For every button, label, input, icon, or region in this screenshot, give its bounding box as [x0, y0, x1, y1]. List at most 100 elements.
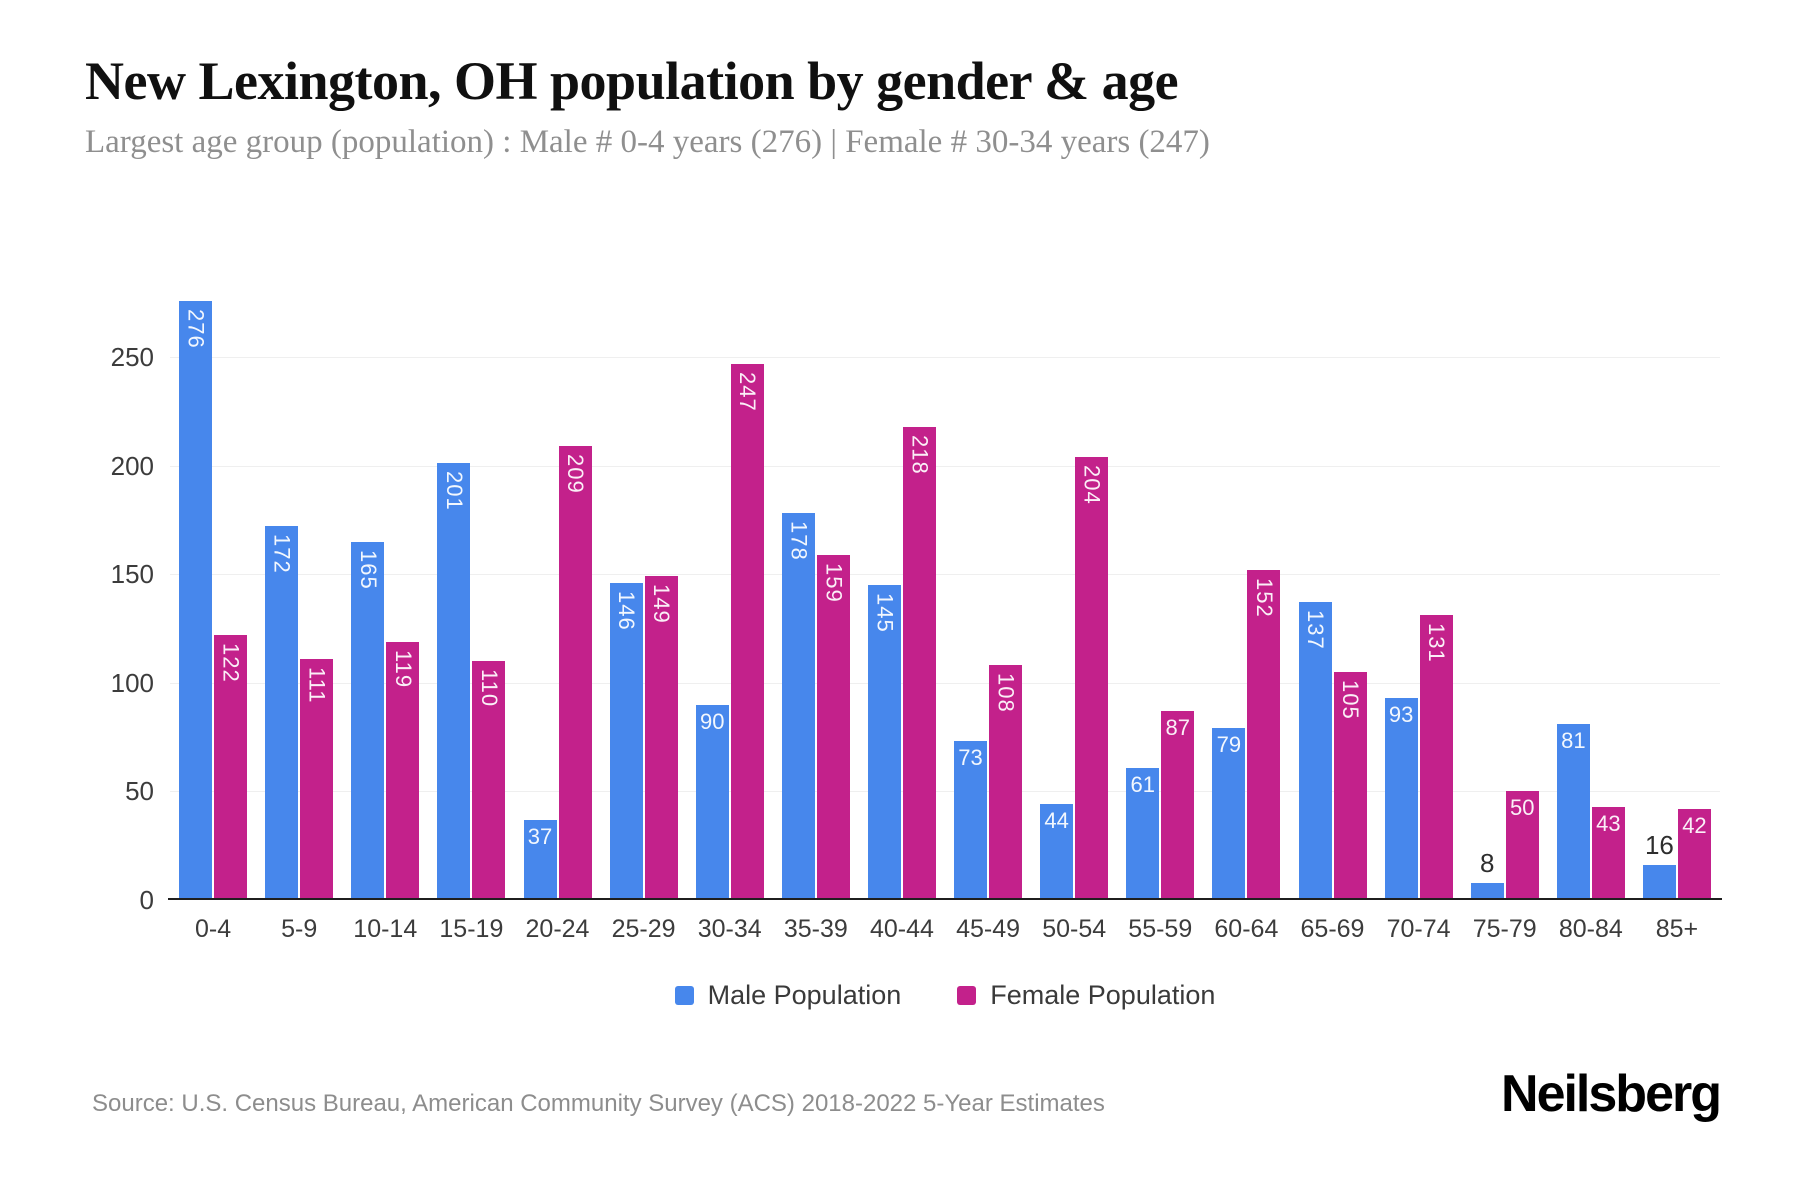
bar-male-85[interactable] — [1642, 865, 1676, 900]
bar-value-label: 146 — [610, 591, 643, 631]
bar-value-text: 159 — [821, 562, 847, 603]
bar-male-0-4[interactable]: 276 — [179, 300, 213, 900]
bar-value-label: 145 — [868, 593, 901, 633]
x-axis-tick-label: 35-39 — [783, 915, 848, 943]
bar-value-text: 137 — [1303, 610, 1328, 651]
y-axis-tick-label: 150 — [110, 559, 154, 590]
legend-item-female-population[interactable]: Female Population — [957, 980, 1215, 1011]
bar-value-label: 218 — [903, 435, 936, 475]
x-axis-tick-label: 25-29 — [611, 915, 676, 943]
bar-value-label: 276 — [179, 309, 212, 349]
bar-value-label: 111 — [300, 667, 333, 703]
bar-female-70-74[interactable]: 131 — [1419, 615, 1453, 900]
bar-male-80-84[interactable]: 81 — [1556, 724, 1590, 900]
bar-value-label: 204 — [1075, 465, 1108, 505]
x-axis-tick-label: 10-14 — [353, 915, 418, 943]
bar-value-label: 165 — [351, 550, 384, 590]
bar-female-20-24[interactable]: 209 — [558, 446, 592, 900]
chart-subtitle: Largest age group (population) : Male # … — [85, 124, 1210, 160]
bar-female-45-49[interactable]: 108 — [989, 665, 1023, 900]
bar-value-text: 122 — [218, 643, 244, 683]
x-axis-tick-label: 75-79 — [1472, 915, 1537, 943]
x-axis-tick-label: 55-59 — [1128, 915, 1193, 943]
bar-female-60-64[interactable]: 152 — [1247, 569, 1281, 900]
bar-male-40-44[interactable]: 145 — [867, 585, 901, 900]
bar-male-20-24[interactable]: 37 — [523, 819, 557, 900]
bar-value-label: 43 — [1596, 810, 1621, 836]
gridline — [170, 682, 1720, 684]
bar-value-label: 137 — [1299, 610, 1332, 650]
bar-value-label: 108 — [989, 673, 1022, 713]
x-axis-tick-label: 80-84 — [1558, 915, 1623, 943]
bar-value-text: 218 — [907, 434, 933, 475]
bar-male-55-59[interactable]: 61 — [1126, 767, 1160, 900]
bar-female-10-14[interactable]: 119 — [386, 641, 420, 900]
bar-male-70-74[interactable]: 93 — [1384, 698, 1418, 900]
bar-value-label: 131 — [1420, 623, 1453, 663]
bar-value-text: 152 — [1251, 577, 1277, 618]
bar-value-label: 201 — [437, 471, 470, 511]
bar-male-15-19[interactable]: 201 — [437, 463, 471, 900]
legend-item-male-population[interactable]: Male Population — [674, 980, 902, 1011]
bar-value-label: 37 — [527, 823, 553, 849]
gridline — [170, 574, 1720, 576]
bar-female-0-4[interactable]: 122 — [214, 635, 248, 900]
bar-female-65-69[interactable]: 105 — [1333, 671, 1367, 900]
bar-value-text: 146 — [614, 590, 640, 631]
bar-value-label: 81 — [1561, 728, 1586, 754]
bar-value-text: 165 — [355, 549, 381, 590]
x-axis-tick-label: 85+ — [1655, 915, 1699, 943]
bar-female-75-79[interactable]: 50 — [1505, 791, 1539, 900]
x-axis-tick-label: 5-9 — [281, 915, 318, 943]
bar-female-80-84[interactable]: 43 — [1591, 806, 1625, 900]
bar-male-50-54[interactable]: 44 — [1040, 804, 1074, 900]
bar-male-60-64[interactable]: 79 — [1212, 728, 1246, 900]
y-axis-tick-label: 0 — [139, 885, 154, 915]
bar-value-label: 87 — [1165, 715, 1190, 741]
bar-male-45-49[interactable]: 73 — [954, 741, 988, 900]
gridline — [170, 791, 1720, 793]
legend-swatch-female-icon — [957, 986, 977, 1005]
bar-value-label: 8 — [1479, 847, 1495, 878]
bar-male-75-79[interactable] — [1470, 882, 1504, 900]
bar-value-text: 145 — [872, 593, 898, 633]
bar-male-30-34[interactable]: 90 — [695, 704, 729, 900]
bar-value-label: 105 — [1334, 680, 1367, 720]
bar-female-5-9[interactable]: 111 — [300, 658, 334, 900]
y-axis-tick-label: 250 — [110, 342, 154, 372]
bar-value-text: 110 — [476, 669, 502, 708]
bar-value-text: 276 — [183, 308, 209, 349]
bar-female-50-54[interactable]: 204 — [1075, 456, 1109, 900]
bar-value-text: 119 — [390, 649, 416, 688]
bar-female-25-29[interactable]: 149 — [644, 576, 678, 900]
bar-female-35-39[interactable]: 159 — [816, 554, 850, 900]
bar-value-text: 111 — [304, 666, 330, 704]
bar-female-30-34[interactable]: 247 — [730, 363, 764, 900]
x-axis-tick-label: 45-49 — [956, 915, 1021, 943]
bar-value-label: 159 — [817, 563, 850, 603]
bar-male-65-69[interactable]: 137 — [1298, 602, 1332, 900]
bar-value-text: 172 — [269, 534, 295, 575]
bar-male-5-9[interactable]: 172 — [265, 526, 299, 900]
bar-value-text: 204 — [1079, 464, 1105, 505]
legend-label: Male Population — [707, 980, 902, 1010]
bar-value-label: 73 — [958, 745, 983, 771]
bar-value-label: 16 — [1644, 830, 1674, 861]
bar-value-label: 61 — [1130, 771, 1155, 797]
bar-value-label: 152 — [1247, 578, 1280, 618]
bar-male-25-29[interactable]: 146 — [609, 582, 643, 900]
bar-male-10-14[interactable]: 165 — [351, 541, 385, 900]
bar-value-label: 110 — [472, 669, 505, 707]
bar-male-35-39[interactable]: 178 — [781, 513, 815, 900]
chart-title: New Lexington, OH population by gender &… — [85, 51, 1179, 111]
bar-value-text: 149 — [649, 584, 675, 625]
bar-female-40-44[interactable]: 218 — [902, 426, 936, 900]
legend-label: Female Population — [990, 980, 1216, 1010]
bar-female-85[interactable]: 42 — [1677, 808, 1711, 900]
y-axis-tick-label: 100 — [110, 667, 154, 698]
x-axis-tick-label: 30-34 — [697, 915, 762, 943]
gridline — [170, 465, 1720, 467]
bar-female-15-19[interactable]: 110 — [472, 661, 506, 900]
bar-female-55-59[interactable]: 87 — [1161, 711, 1195, 900]
